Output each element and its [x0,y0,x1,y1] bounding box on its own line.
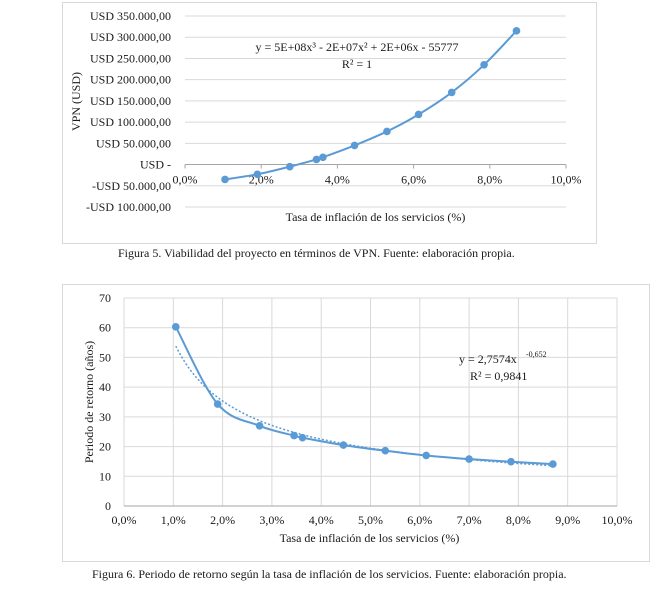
data-point [312,155,321,164]
data-point [414,110,423,119]
y-tick-label: 60 [99,321,111,335]
data-point [480,61,488,69]
data-point [381,446,390,455]
data-point [285,162,294,171]
x-tick-label: 8,0% [506,513,531,527]
x-tick-label: 6,0% [407,513,432,527]
y-tick-label: 50 [99,350,111,364]
y-tick-label: USD 50.000,00 [96,136,171,150]
x-axis-title: Tasa de inflación de los servicios (%) [280,531,460,545]
x-tick-label: 10,0% [551,173,582,187]
x-tick-label: 0,0% [173,173,198,187]
y-tick-label: -USD 50.000,00 [92,179,171,193]
x-tick-label: 9,0% [555,513,580,527]
x-tick-label: 2,0% [210,513,235,527]
data-point [290,431,298,440]
series-line [174,326,553,466]
data-point [447,88,456,97]
chart-frame-vpn [62,2,597,244]
data-point [512,27,521,35]
y-tick-label: USD 200.000,00 [90,73,171,87]
x-tick-label: 4,0% [309,513,334,527]
y-tick-label: USD 150.000,00 [90,94,171,108]
y-tick-label: 10 [99,469,111,483]
x-axis-title: Tasa de inflación de los servicios (%) [286,210,466,224]
vpn-chart: USD 350.000,00 USD 300.000,00 USD 250.000,… [69,9,582,224]
data-point [255,421,264,430]
r-squared-label: R² = 1 [342,57,372,71]
data-point [350,141,359,150]
y-tick-label: USD 100.000,00 [90,115,171,129]
x-tick-label: 1,0% [161,513,186,527]
y-tick-label: 30 [99,410,111,424]
data-point [549,460,557,468]
x-tick-label: 7,0% [457,513,482,527]
y-tick-label: USD - [140,158,171,172]
data-point [171,323,180,331]
y-tick-label: 70 [99,291,111,305]
y-axis-title: Periodo de retorno (años) [82,341,96,463]
y-tick-label: USD 300.000,00 [90,30,171,44]
x-tick-label: 5,0% [358,513,383,527]
trendline-equation: y = 2,7574x [459,352,517,366]
data-point [221,175,229,184]
data-point [383,127,391,136]
y-tick-label: 20 [99,440,111,454]
data-point [298,433,307,442]
y-tick-label: 40 [99,380,111,394]
y-tick-label: 0 [105,499,111,513]
data-point [422,451,431,460]
chart-frame-payback [62,284,650,562]
y-axis-title: VPN (USD) [69,72,83,131]
trendline-exponent: -0,652 [526,350,547,359]
x-tick-label: 6,0% [401,173,426,187]
trendline-equation: y = 5E+08x³ - 2E+07x² + 2E+06x - 55777 [255,40,458,54]
figure-6-caption: Figura 6. Periodo de retorno según la ta… [92,567,567,581]
r-squared-label: R² = 0,9841 [470,369,527,383]
x-tick-label: 10,0% [602,513,633,527]
data-point [253,170,262,179]
data-point [339,441,348,449]
data-point [213,400,222,408]
y-tick-label: USD 350.000,00 [90,9,171,23]
y-tick-label: USD 250.000,00 [90,51,171,65]
x-tick-label: 8,0% [477,173,502,187]
x-tick-label: 4,0% [325,173,350,187]
data-point [465,455,473,463]
data-point [507,457,515,466]
x-tick-label: 0,0% [112,513,137,527]
x-tick-label: 3,0% [259,513,284,527]
figure-5-caption: Figura 5. Viabilidad del proyecto en tér… [118,246,515,260]
y-tick-label: -USD 100.000,00 [86,200,171,214]
data-point [319,153,327,162]
